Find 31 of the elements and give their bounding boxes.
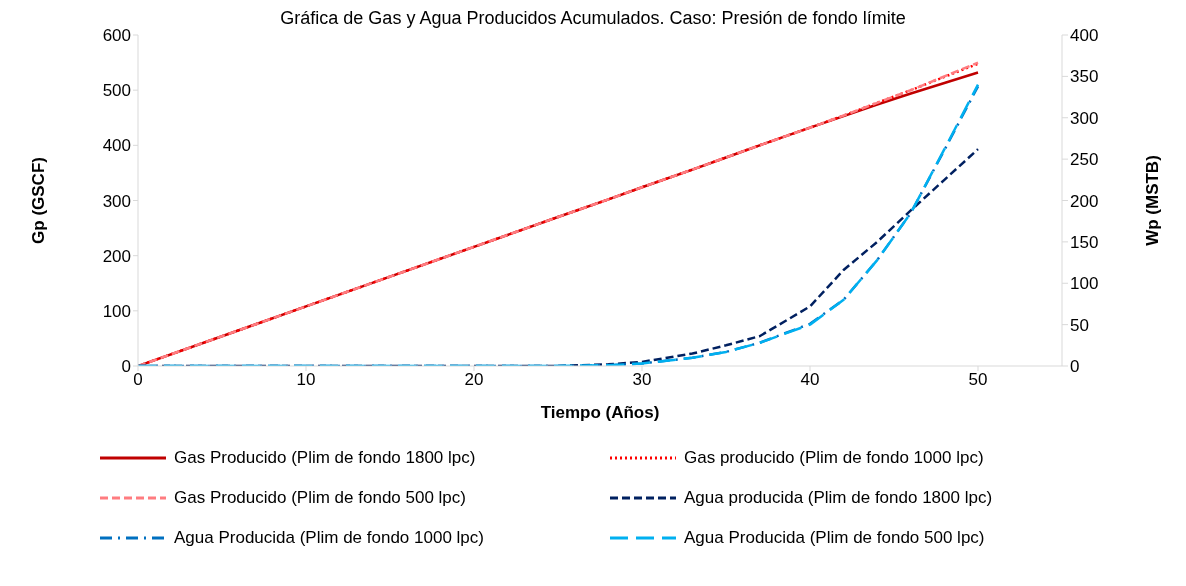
y2-axis-title: Wp (MSTB) [1143,155,1163,246]
y-tick-label: 500 [102,81,131,101]
y-tick-label: 600 [102,26,131,46]
legend-label: Gas Producido (Plim de fondo 500 lpc) [174,488,466,508]
y-tick-label: 400 [102,136,131,156]
y-tick-label: 300 [102,191,131,211]
y2-tick-label: 350 [1070,67,1099,87]
x-tick-label: 50 [968,370,988,390]
legend-label: Gas producido (Plim de fondo 1000 lpc) [684,448,984,468]
y2-tick-label: 300 [1070,108,1099,128]
y-axis-title: Gp (GSCF) [29,157,49,244]
y-tick-label: 100 [102,301,131,321]
chart-title: Gráfica de Gas y Agua Producidos Acumulados. Caso: Presión de fondo límite [279,8,907,28]
x-axis-title: Tiempo (Años) [540,403,660,422]
y-tick-label: 0 [121,357,131,377]
y2-tick-label: 200 [1070,191,1099,211]
legend-label: Agua Producida (Plim de fondo 1000 lpc) [174,528,484,548]
y2-tick-label: 100 [1070,274,1099,294]
legend-label: Gas Producido (Plim de fondo 1800 lpc) [174,448,476,468]
y2-tick-label: 150 [1070,232,1099,252]
legend-label: Agua Producida (Plim de fondo 500 lpc) [684,528,985,548]
y2-tick-label: 400 [1070,26,1099,46]
x-tick-label: 30 [632,370,652,390]
y-tick-label: 200 [102,246,131,266]
x-tick-label: 20 [464,370,484,390]
x-tick-label: 10 [296,370,316,390]
legend-label: Agua producida (Plim de fondo 1800 lpc) [684,488,993,508]
y2-tick-label: 50 [1070,315,1089,335]
y2-tick-label: 0 [1070,357,1080,377]
y2-tick-label: 250 [1070,150,1099,170]
x-tick-label: 40 [800,370,820,390]
